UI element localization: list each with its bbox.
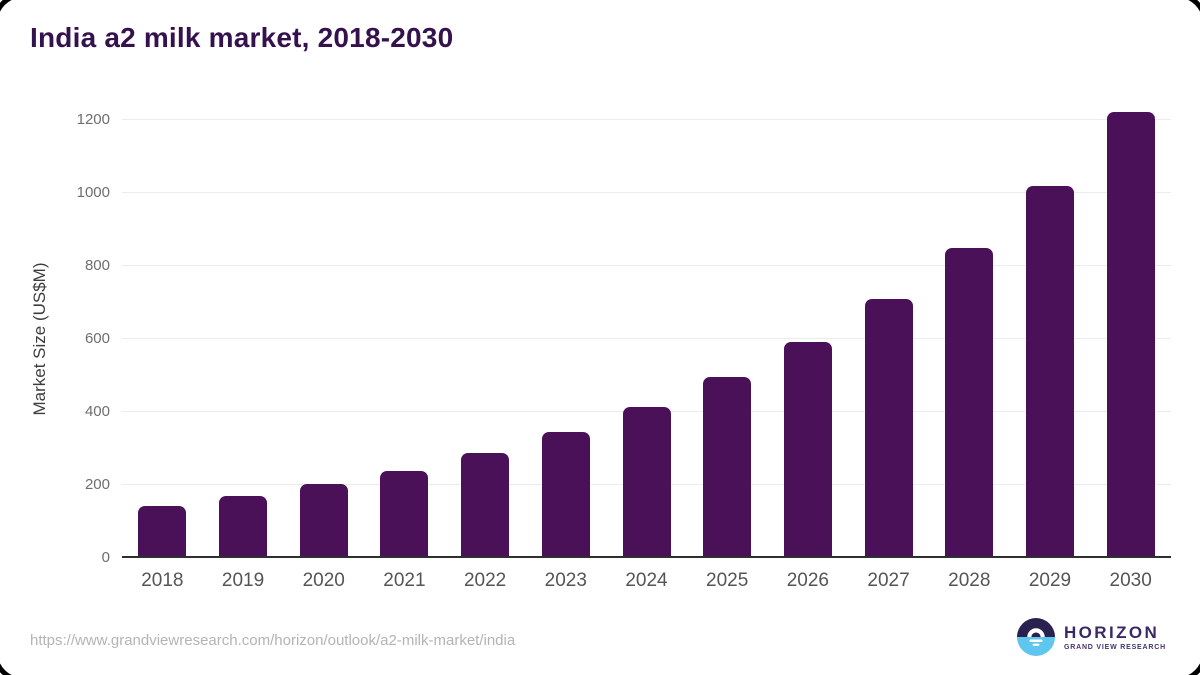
bar-2027 [864,299,913,558]
x-tick-label-2021: 2021 [383,570,426,591]
y-tick-label-1000: 1000 [76,184,110,201]
x-tick-label-2018: 2018 [141,570,184,591]
gridline-800 [122,265,1171,266]
logo-sea-half [1017,637,1055,656]
y-axis-title: Market Size (US$M) [30,262,49,416]
x-tick-label-2029: 2029 [1028,570,1072,591]
gridline-600 [122,338,1171,339]
frame-corner-bottom-right [1176,651,1200,675]
bar-2018 [138,505,187,558]
sun-reflection-line-2 [1032,643,1040,646]
source-url: https://www.grandviewresearch.com/horizo… [30,632,516,649]
bar-2023 [541,432,590,558]
logo-text: HORIZON GRAND VIEW RESEARCH [1064,623,1166,651]
bar-2019 [219,495,268,558]
sun-dome [1027,628,1045,638]
bar-2021 [380,470,429,558]
frame-corner-top-left [0,0,24,24]
x-tick-label-2020: 2020 [302,570,345,591]
plot-area [122,90,1171,558]
y-tick-label-0: 0 [101,549,110,566]
bar-2024 [622,407,671,558]
bar-2026 [783,342,832,558]
x-tick-label-2028: 2028 [948,570,991,591]
bar-2030 [1106,112,1155,558]
x-tick-label-2023: 2023 [544,570,587,591]
x-tick-label-2025: 2025 [706,570,749,591]
y-tick-label-1200: 1200 [76,111,110,128]
x-tick-label-2024: 2024 [625,570,668,591]
x-tick-label-2030: 2030 [1109,570,1152,591]
logo-sky-half [1017,618,1055,637]
x-axis-line [122,556,1171,558]
gridline-1000 [122,192,1171,193]
gridline-1200 [122,119,1171,120]
frame-corner-bottom-left [0,651,24,675]
y-tick-label-200: 200 [84,476,110,493]
horizon-logo: HORIZON GRAND VIEW RESEARCH [1017,618,1166,656]
x-tick-label-2026: 2026 [786,570,830,591]
x-tick-label-2022: 2022 [463,570,507,591]
logo-subtitle: GRAND VIEW RESEARCH [1064,644,1166,651]
bar-2028 [945,248,994,558]
bar-2020 [299,483,348,558]
bar-2025 [703,376,752,558]
x-tick-label-2019: 2019 [221,570,265,591]
bar-2022 [461,452,510,558]
horizon-sun-icon [1017,618,1055,656]
x-tick-label-2027: 2027 [867,570,910,591]
chart-title: India a2 milk market, 2018-2030 [30,22,454,53]
frame-corner-top-right [1176,0,1200,24]
logo-title: HORIZON [1064,623,1160,642]
sun-reflection-line-1 [1029,639,1043,642]
bar-2029 [1025,186,1074,558]
